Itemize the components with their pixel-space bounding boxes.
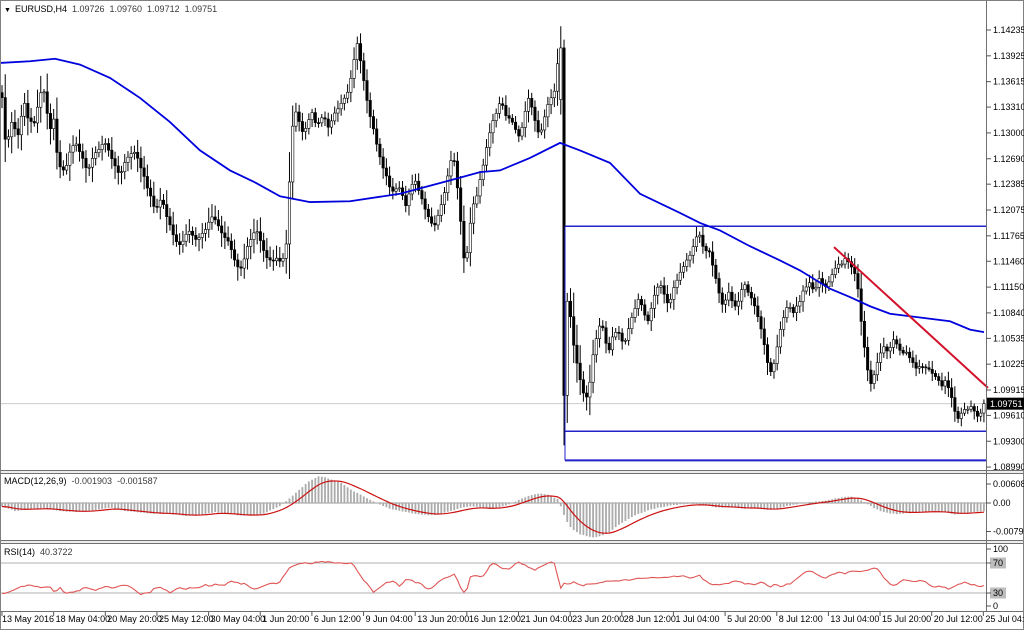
svg-text:0: 0 [993, 601, 998, 611]
svg-text:1.12385: 1.12385 [993, 179, 1024, 189]
rsi-name: RSI(14) [4, 547, 36, 557]
macd-axis: 0.006086 0.00 -0.00799 [986, 479, 1024, 537]
svg-text:1.11765: 1.11765 [993, 231, 1024, 241]
svg-text:6 Jun 12:00: 6 Jun 12:00 [314, 614, 361, 624]
svg-text:1.10535: 1.10535 [993, 333, 1024, 343]
macd-signal-line [1, 480, 984, 534]
ohlc-close: 1.09751 [184, 4, 218, 14]
rsi-panel [1, 560, 986, 596]
svg-text:1.09300: 1.09300 [993, 436, 1024, 446]
current-price-badge [987, 397, 1024, 410]
svg-text:20 Jul 12:00: 20 Jul 12:00 [934, 614, 983, 624]
rsi-axis: 100 70 30 0 [986, 544, 1008, 611]
svg-text:23 Jun 20:00: 23 Jun 20:00 [572, 614, 624, 624]
svg-text:1.09610: 1.09610 [993, 410, 1024, 420]
svg-text:100: 100 [993, 544, 1008, 554]
ohlc-high: 1.09760 [109, 4, 143, 14]
rsi-value: 40.3722 [40, 547, 73, 557]
svg-text:8 Jul 12:00: 8 Jul 12:00 [779, 614, 823, 624]
svg-text:15 Jul 20:00: 15 Jul 20:00 [882, 614, 931, 624]
svg-text:9 Jun 04:00: 9 Jun 04:00 [366, 614, 413, 624]
svg-text:1.12690: 1.12690 [993, 154, 1024, 164]
svg-text:0.00: 0.00 [993, 498, 1011, 508]
svg-text:13 May 2016: 13 May 2016 [2, 614, 54, 624]
svg-text:1.13615: 1.13615 [993, 77, 1024, 87]
rsi-line [1, 560, 985, 596]
macd-panel [1, 476, 986, 538]
price-axis: 1.14235 1.13925 1.13615 1.13310 1.13000 1.126… [986, 25, 1024, 472]
svg-text:1.08990: 1.08990 [993, 462, 1024, 472]
svg-text:28 Jun 12:00: 28 Jun 12:00 [624, 614, 676, 624]
rsi-indicator-label: RSI(14) 40.3722 [4, 547, 78, 558]
svg-text:0.006086: 0.006086 [993, 479, 1024, 489]
svg-text:70: 70 [993, 558, 1003, 568]
svg-text:13 Jul 04:00: 13 Jul 04:00 [830, 614, 879, 624]
svg-text:18 May 04:00: 18 May 04:00 [56, 614, 111, 624]
svg-text:1.09915: 1.09915 [993, 385, 1024, 395]
svg-text:5 Jul 20:00: 5 Jul 20:00 [727, 614, 771, 624]
svg-text:1 Jun 20:00: 1 Jun 20:00 [262, 614, 309, 624]
svg-text:1.11150: 1.11150 [993, 282, 1024, 292]
svg-text:1.10840: 1.10840 [993, 308, 1024, 318]
svg-text:13 Jun 20:00: 13 Jun 20:00 [417, 614, 469, 624]
svg-text:1.11460: 1.11460 [993, 256, 1024, 266]
chart-dropdown-triangle-icon[interactable]: ▼ [4, 7, 11, 14]
svg-text:1.14235: 1.14235 [993, 25, 1024, 35]
svg-text:20 May 20:00: 20 May 20:00 [107, 614, 162, 624]
svg-text:1.13310: 1.13310 [993, 102, 1024, 112]
macd-value: -0.001903 [71, 476, 113, 486]
macd-name: MACD(12,26,9) [4, 476, 67, 486]
symbol-period-label: EURUSD,H4 [14, 4, 67, 14]
svg-text:30: 30 [993, 588, 1003, 598]
svg-text:1 Jul 04:00: 1 Jul 04:00 [675, 614, 719, 624]
ohlc-open: 1.09726 [71, 4, 105, 14]
ohlc-low: 1.09712 [147, 4, 180, 14]
svg-text:1.13000: 1.13000 [993, 128, 1024, 138]
descending-trendline [833, 246, 989, 389]
main-price-panel [0, 26, 989, 462]
svg-text:1.09751: 1.09751 [990, 399, 1023, 409]
svg-text:16 Jun 12:00: 16 Jun 12:00 [469, 614, 521, 624]
svg-text:1.10225: 1.10225 [993, 359, 1024, 369]
svg-text:21 Jun 04:00: 21 Jun 04:00 [521, 614, 573, 624]
chart-title: ▼ EURUSD,H4 1.09726 1.09760 1.09712 1.09751 [4, 4, 222, 16]
macd-signal-value: -0.001587 [117, 476, 158, 486]
moving-average-line [0, 57, 985, 333]
svg-text:-0.00799: -0.00799 [993, 527, 1024, 537]
svg-text:25 May 12:00: 25 May 12:00 [159, 614, 214, 624]
svg-text:1.12075: 1.12075 [993, 205, 1024, 215]
svg-text:30 May 04:00: 30 May 04:00 [211, 614, 266, 624]
macd-indicator-label: MACD(12,26,9) -0.001903 -0.001587 [4, 476, 163, 487]
svg-text:25 Jul 04:00: 25 Jul 04:00 [985, 614, 1024, 624]
svg-text:1.13925: 1.13925 [993, 51, 1024, 61]
